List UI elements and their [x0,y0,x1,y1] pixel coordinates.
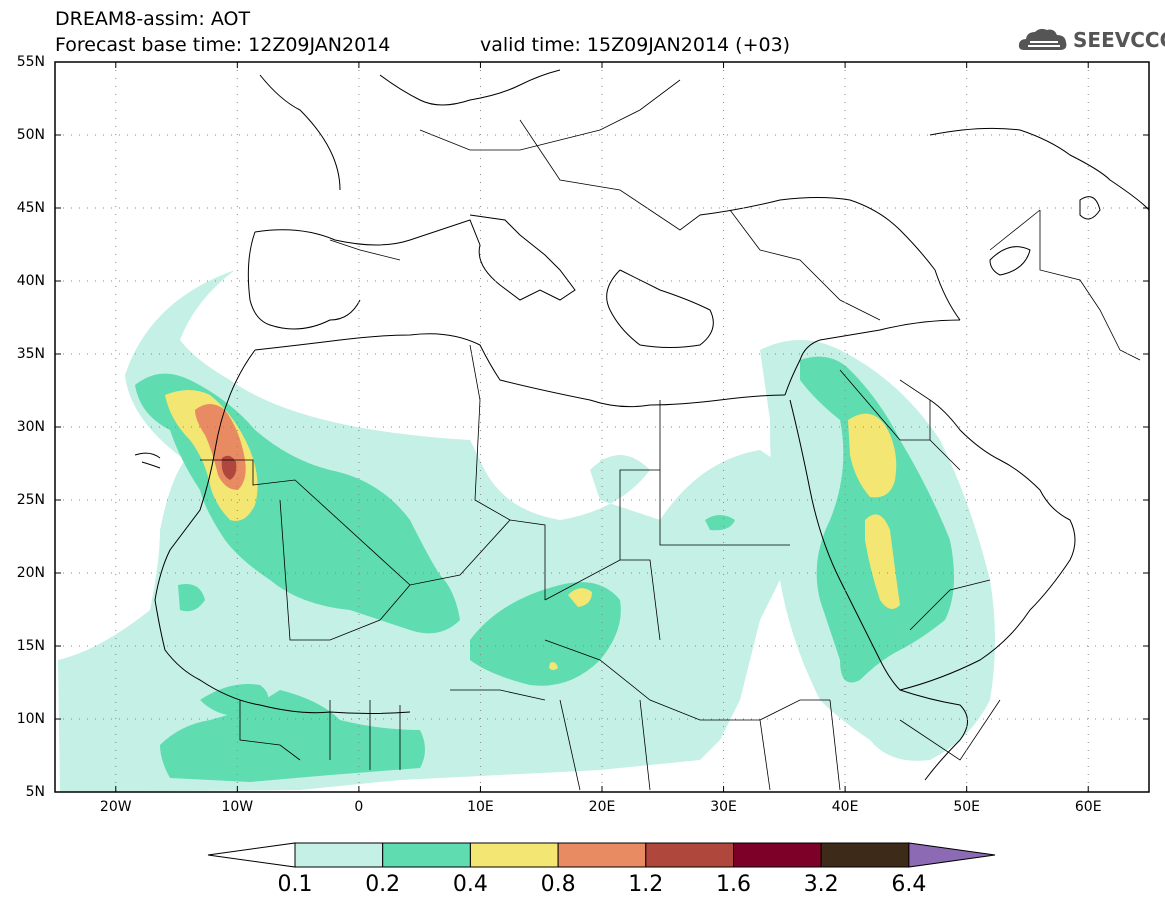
lon-label: 40E [831,799,859,815]
colorbar-under-triangle [207,842,296,868]
lat-label: 50N [16,127,45,143]
lon-label: 60E [1074,799,1102,815]
lon-label: 20E [588,799,616,815]
lon-label: 50E [953,799,980,815]
grid-lines [55,61,1149,793]
colorbar-segment [733,842,822,868]
lat-label: 45N [16,200,45,216]
lon-label: 0 [354,799,364,815]
lat-label: 10N [16,711,45,727]
country-borders [200,79,1141,791]
colorbar-label: 0.8 [540,872,576,897]
lat-label: 30N [16,419,45,435]
aot-level-1-2 [221,455,237,480]
logo-text: SEEVCCC [1073,28,1165,52]
colorbar-segment [469,842,559,868]
lat-label: 25N [16,492,45,508]
axis-ticks [55,61,1149,793]
lat-label: 15N [16,638,45,654]
colorbar-segment [820,842,910,868]
seevccc-logo: SEEVCCC [1018,24,1165,56]
aot-field [58,69,1149,792]
colorbar-segment [557,842,647,868]
map-title: DREAM8-assim: AOT [55,8,251,30]
coastlines [134,69,1149,781]
lat-label: 35N [16,346,45,362]
lat-label: 55N [16,54,45,70]
lat-label: 20N [16,565,45,581]
cloud-icon [1018,28,1067,50]
colorbar-label: 1.6 [716,872,751,897]
colorbar-segment [382,842,471,868]
colorbar-segment [294,842,384,868]
colorbar-label: 0.2 [365,872,401,897]
colorbar-label: 0.4 [452,872,488,897]
lon-label: 30E [710,799,737,815]
colorbar [207,842,996,868]
lon-label: 10E [467,799,494,815]
colorbar-over-triangle [908,842,996,868]
colorbar-label: 0.1 [277,872,313,897]
lat-label: 40N [16,273,45,289]
colorbar-label: 1.2 [628,872,664,897]
valid-time: valid time: 15Z09JAN2014 (+03) [480,34,791,56]
lon-label: 10W [221,799,254,815]
colorbar-segment [645,842,734,868]
colorbar-label: 6.4 [891,872,927,897]
colorbar-label: 3.2 [803,872,839,897]
lon-label: 20W [99,799,132,815]
forecast-base-time: Forecast base time: 12Z09JAN2014 [55,34,391,56]
lat-label: 5N [25,784,45,800]
